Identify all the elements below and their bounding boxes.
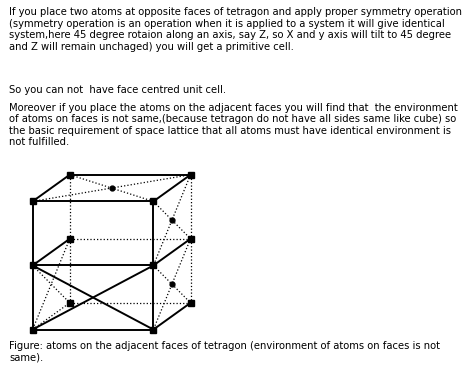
Text: Figure: atoms on the adjacent faces of tetragon (environment of atoms on faces i: Figure: atoms on the adjacent faces of t… [9, 341, 440, 362]
Text: So you can not  have face centred unit cell.: So you can not have face centred unit ce… [9, 85, 227, 95]
Text: If you place two atoms at opposite faces of tetragon and apply proper symmetry o: If you place two atoms at opposite faces… [9, 7, 462, 52]
Text: Moreover if you place the atoms on the adjacent faces you will find that  the en: Moreover if you place the atoms on the a… [9, 102, 458, 147]
